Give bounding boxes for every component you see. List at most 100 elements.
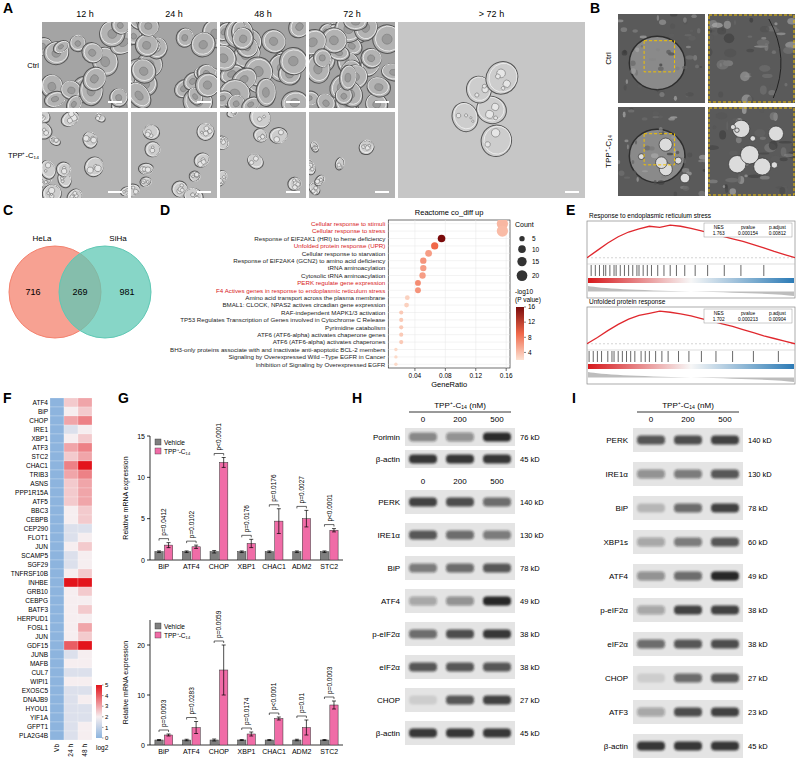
cell	[309, 141, 320, 153]
image-background	[398, 22, 585, 198]
grid-line	[445, 220, 446, 368]
protein-label: p-eIF2α	[372, 630, 400, 639]
organelle	[693, 55, 697, 61]
organelle	[635, 140, 637, 144]
heat-cell	[78, 659, 92, 668]
axis-title: Relative mRNA expression	[122, 456, 130, 539]
error-bar	[212, 739, 216, 741]
heat-cell	[78, 668, 92, 677]
error-bar	[332, 529, 336, 532]
heat-cell	[78, 614, 92, 623]
organelle	[627, 144, 629, 149]
grid-line	[388, 268, 510, 269]
micrograph	[220, 112, 306, 198]
error-cap	[267, 740, 271, 741]
ranked-metric	[588, 372, 794, 382]
vacuole	[295, 181, 301, 187]
vacuole	[455, 113, 461, 119]
panel-letter: D	[160, 202, 170, 218]
p-value: p=0.0027	[298, 476, 306, 504]
organelle	[632, 29, 638, 32]
cell-halo	[131, 55, 158, 84]
category-label: STC2	[320, 748, 338, 755]
organelle	[759, 65, 770, 72]
tick-label: 0.12	[469, 372, 482, 379]
cell	[194, 120, 217, 143]
organelle	[717, 28, 726, 35]
error-cap	[267, 550, 271, 551]
heat-cell	[50, 515, 64, 524]
size-label: 23 kD	[748, 708, 768, 717]
vacuole	[42, 114, 46, 123]
significance-bracket	[242, 535, 252, 537]
band	[446, 498, 474, 507]
category-label: ATF4	[183, 748, 200, 755]
error-stem	[333, 529, 334, 532]
protein-label: p-eIF2α	[600, 606, 628, 615]
cell-halo	[61, 112, 81, 128]
error-cap	[222, 645, 226, 646]
heat-cell	[64, 479, 78, 488]
error-bar	[222, 457, 226, 467]
organelle	[686, 55, 694, 59]
vacuole	[750, 136, 756, 142]
organelle	[697, 28, 701, 34]
error-cap	[240, 739, 244, 740]
error-cap	[240, 740, 244, 741]
nucleus	[145, 23, 152, 30]
nucleus	[220, 52, 230, 65]
error-stem	[214, 550, 215, 552]
hit	[707, 265, 708, 276]
error-bar	[277, 509, 281, 534]
tick-label: 4	[528, 349, 532, 356]
organelle	[699, 155, 705, 160]
vacuole	[200, 159, 207, 166]
heat-cell	[50, 434, 64, 443]
cell-body	[131, 183, 141, 198]
tick-label: 12	[528, 318, 536, 325]
heat-cell	[50, 560, 64, 569]
organelle	[725, 178, 739, 183]
term-label: RAF-independent MAPK1/3 activation	[281, 309, 386, 316]
tick-label: 15	[137, 433, 145, 440]
cell-body	[108, 87, 128, 108]
cell	[268, 126, 288, 144]
legend-title: -log10	[515, 288, 533, 296]
tick-label: 10	[137, 692, 145, 699]
vacuole	[464, 113, 468, 117]
band	[483, 433, 511, 442]
heat-cell	[64, 506, 78, 515]
organelle	[759, 153, 769, 155]
blot-strip	[405, 556, 515, 580]
grid-line	[388, 260, 510, 261]
gene-label: XBP1	[31, 435, 48, 442]
hit	[657, 265, 658, 276]
cell-halo	[144, 141, 162, 159]
heat-cell	[50, 614, 64, 623]
cell-halo	[281, 49, 306, 75]
error-cap	[295, 550, 299, 551]
panel-letter: F	[3, 390, 12, 406]
significance-bracket	[187, 718, 197, 720]
scale-bar	[108, 191, 122, 193]
protein-label: Porimin	[373, 433, 400, 442]
p-value: p=0.0176	[243, 505, 251, 533]
band	[409, 630, 437, 639]
organelle	[719, 130, 726, 139]
cell-body	[78, 63, 110, 95]
error-cap	[332, 528, 336, 529]
heat-cell	[78, 488, 92, 497]
heat-cell	[78, 650, 92, 659]
heat-cell	[64, 632, 78, 641]
heat-cell	[50, 398, 64, 407]
term-label: Cellular response to starvation	[302, 250, 386, 257]
tick	[147, 560, 150, 561]
organelle	[622, 50, 628, 55]
cell-body	[357, 138, 377, 157]
organelle	[688, 36, 695, 41]
tick	[524, 337, 526, 338]
error-cap	[194, 721, 198, 722]
treatment-header: TPP⁺-C₁₄ (nM)	[662, 401, 714, 410]
blot-strip	[633, 632, 743, 656]
cell-body	[284, 22, 306, 42]
